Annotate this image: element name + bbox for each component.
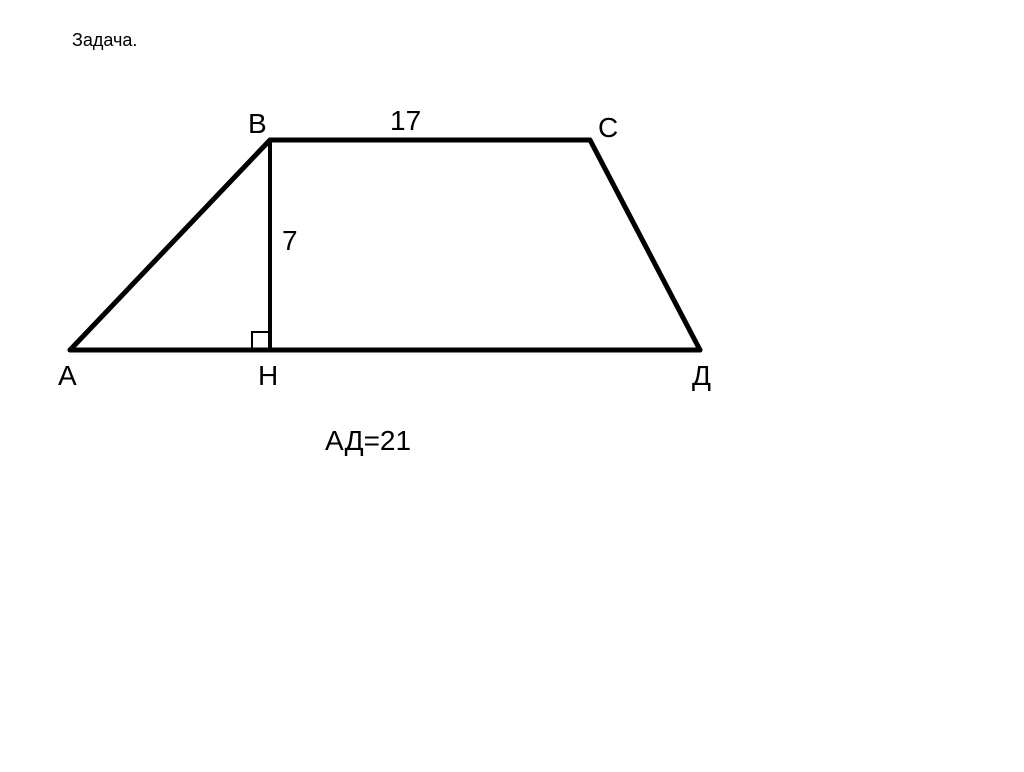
vertex-label-b: В [248, 108, 267, 140]
geometry-diagram: А В С Д Н 17 7 АД=21 [0, 0, 1024, 767]
diagram-svg [0, 0, 1024, 767]
given-statement: АД=21 [325, 425, 411, 457]
edge-label-bc: 17 [390, 105, 421, 137]
vertex-label-d: Д [692, 360, 711, 392]
vertex-label-c: С [598, 112, 618, 144]
vertex-label-h: Н [258, 360, 278, 392]
edge-label-bh: 7 [282, 225, 298, 257]
vertex-label-a: А [58, 360, 77, 392]
